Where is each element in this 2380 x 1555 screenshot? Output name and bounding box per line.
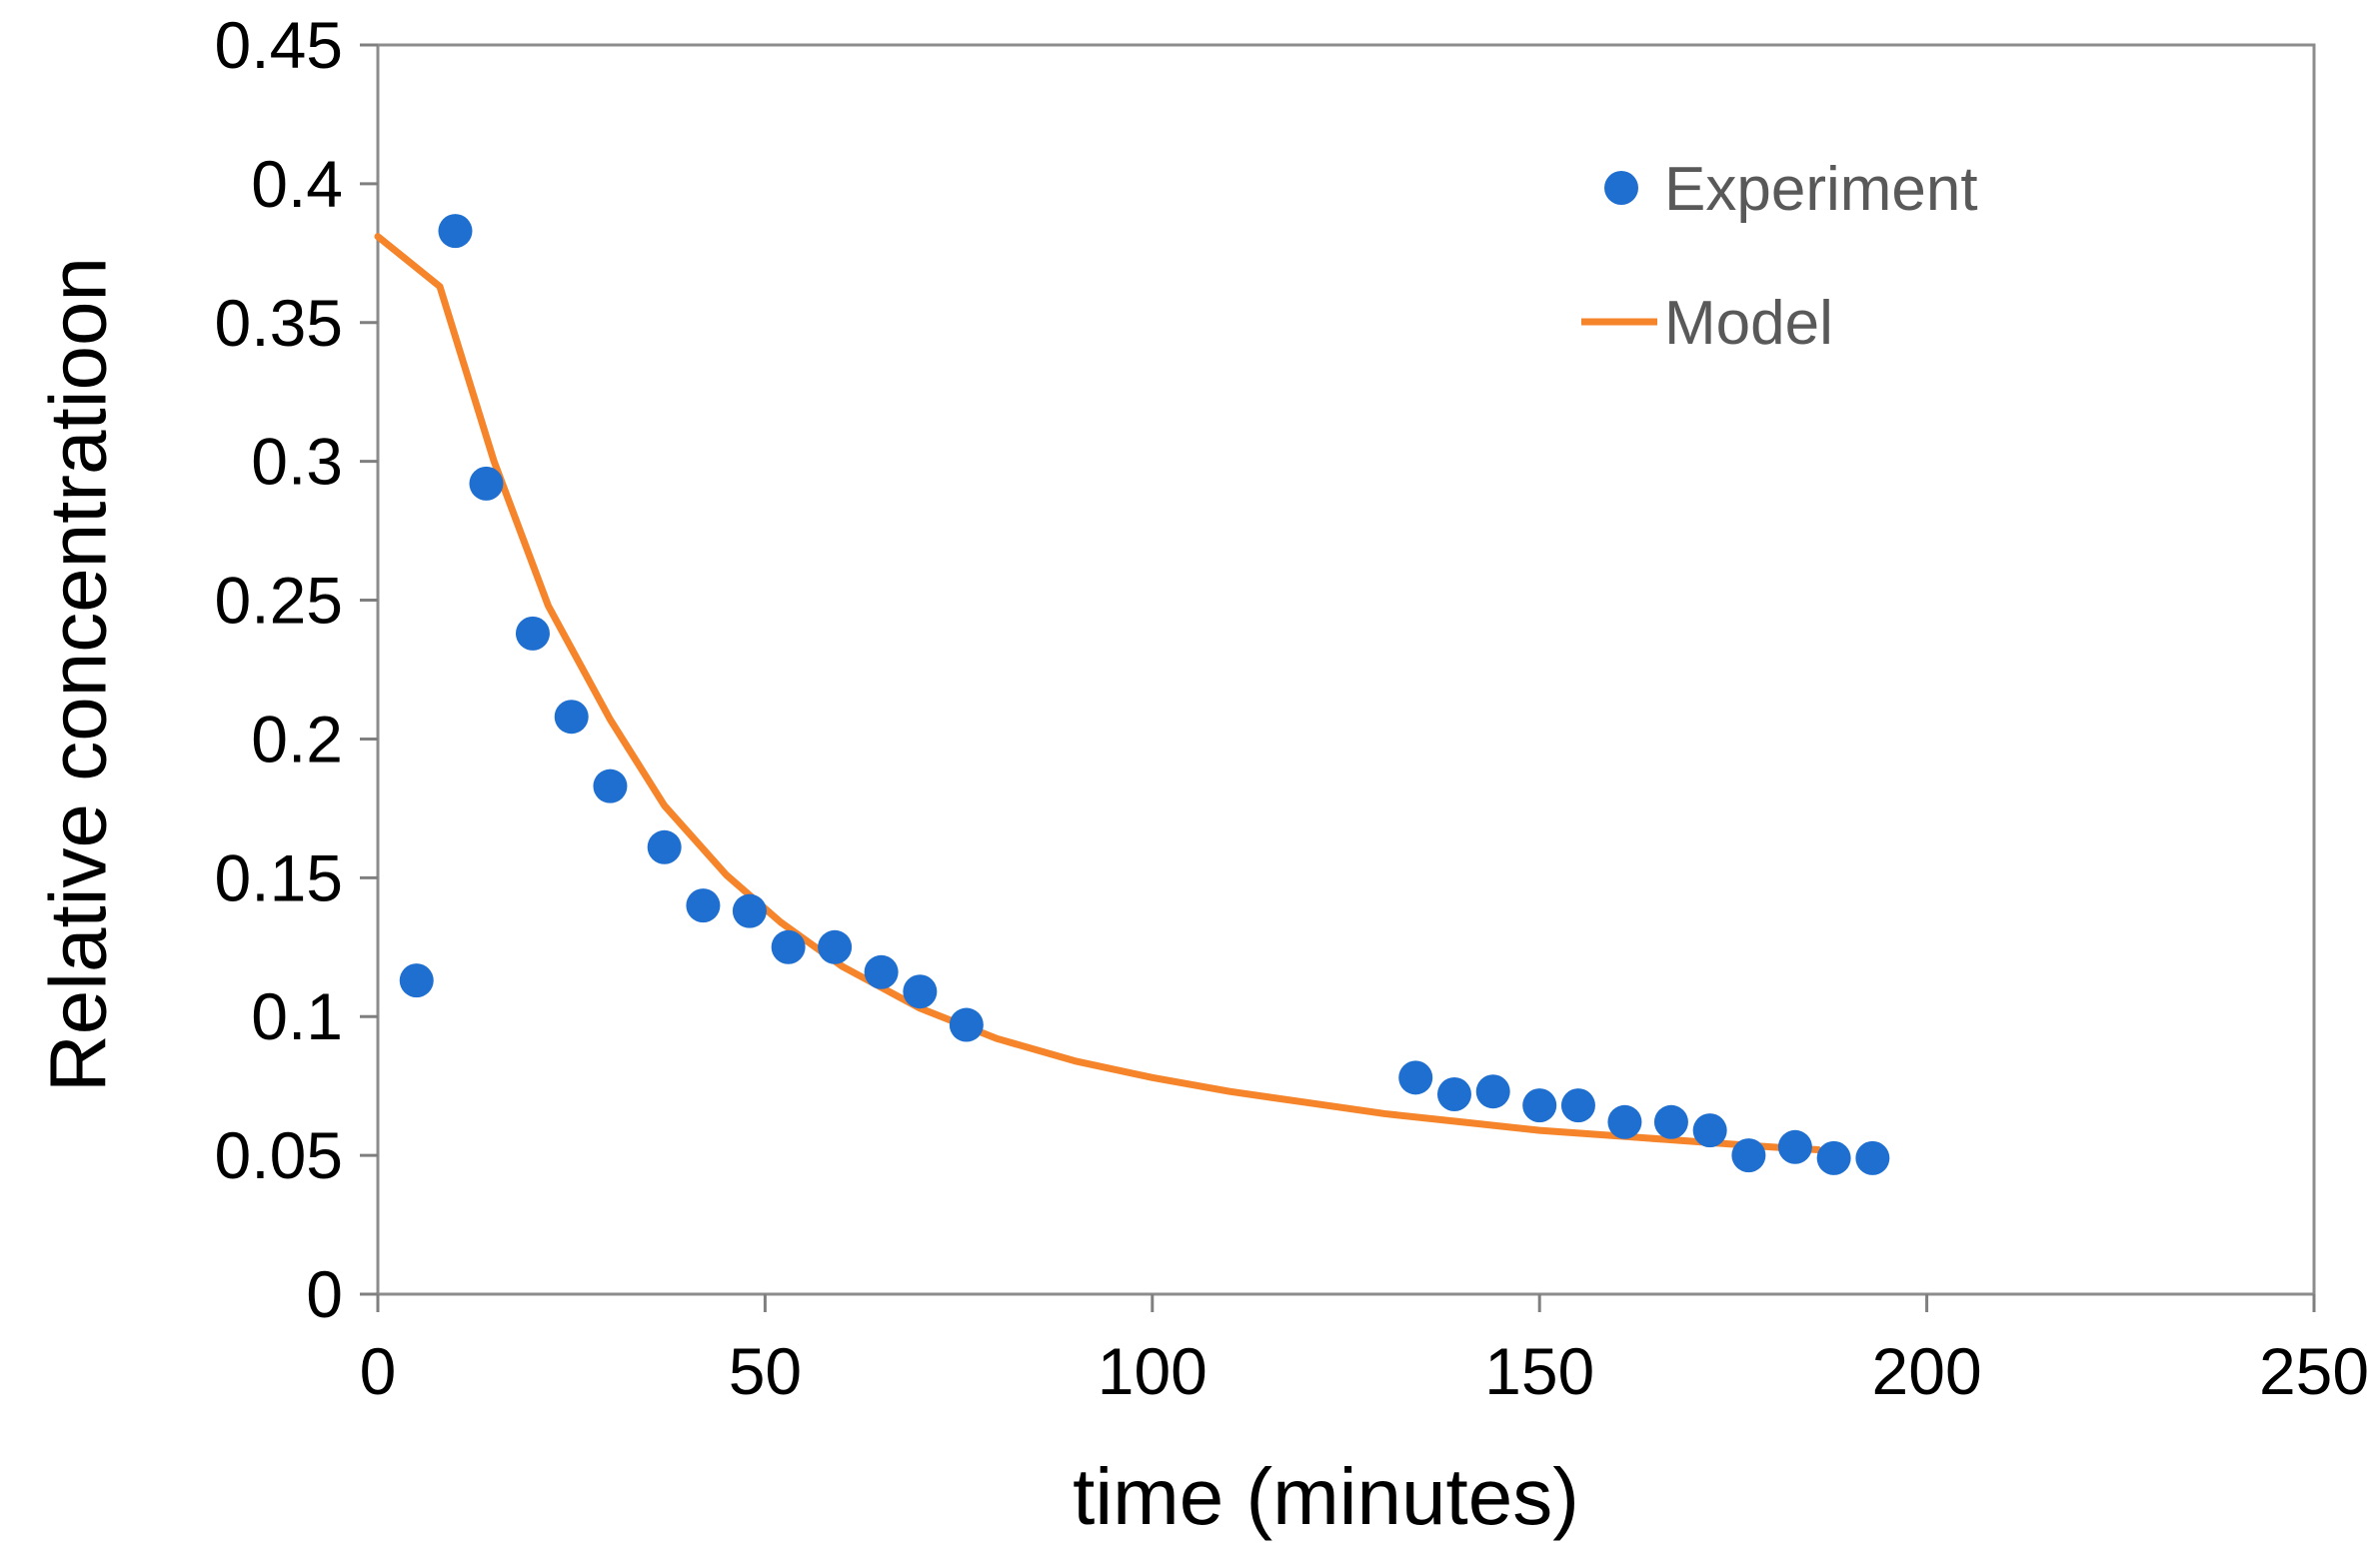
plot-frame — [376, 43, 2316, 1296]
experiment-point — [1777, 1129, 1812, 1164]
y-axis-ticks: 0 0.05 0.1 0.15 0.2 0.25 0.3 0.35 0.4 0.45 — [215, 8, 378, 1331]
legend-experiment-marker — [1604, 171, 1638, 205]
experiment-point — [647, 829, 682, 864]
experiment-series — [399, 214, 1890, 1175]
experiment-point — [903, 974, 938, 1009]
x-axis-title: time (minutes) — [1073, 1452, 1579, 1541]
experiment-point — [469, 466, 504, 501]
y-tick-label: 0.1 — [251, 979, 343, 1053]
y-tick-label: 0 — [306, 1257, 343, 1331]
model-line — [374, 233, 1822, 1154]
experiment-point — [438, 214, 473, 249]
experiment-point — [1398, 1060, 1433, 1095]
experiment-point — [554, 700, 589, 735]
experiment-point — [732, 893, 767, 928]
experiment-point — [399, 963, 434, 998]
y-axis-title: Relative concentratioon — [34, 257, 123, 1092]
y-tick-label: 0.15 — [215, 840, 343, 914]
experiment-point — [1475, 1074, 1510, 1109]
y-tick-label: 0.4 — [251, 147, 343, 221]
experiment-point — [818, 929, 853, 964]
y-tick-label: 0.3 — [251, 425, 343, 499]
experiment-point — [1522, 1088, 1557, 1123]
y-tick-label: 0.35 — [215, 286, 343, 360]
experiment-point — [1560, 1088, 1595, 1123]
y-tick-label: 0.25 — [215, 564, 343, 638]
x-tick-label: 250 — [2259, 1334, 2369, 1408]
experiment-point — [864, 954, 899, 989]
x-tick-label: 0 — [360, 1334, 397, 1408]
experiment-point — [1436, 1077, 1471, 1111]
experiment-point — [515, 616, 550, 651]
experiment-point — [686, 888, 721, 923]
experiment-point — [1653, 1104, 1688, 1139]
experiment-point — [1855, 1140, 1890, 1175]
experiment-point — [949, 1007, 984, 1042]
model-series — [374, 233, 1822, 1154]
x-tick-label: 150 — [1484, 1334, 1594, 1408]
experiment-point — [1816, 1140, 1851, 1175]
x-tick-label: 200 — [1872, 1334, 1982, 1408]
experiment-point — [593, 769, 628, 803]
experiment-point — [1692, 1113, 1727, 1148]
y-tick-label: 0.2 — [251, 702, 343, 776]
legend-model-label: Model — [1664, 289, 1833, 358]
experiment-point — [771, 929, 806, 964]
legend: Experiment Model — [1581, 155, 1978, 358]
experiment-point — [1607, 1104, 1642, 1139]
y-tick-label: 0.05 — [215, 1118, 343, 1192]
experiment-point — [1731, 1138, 1766, 1173]
y-tick-label: 0.45 — [215, 8, 343, 82]
legend-experiment-label: Experiment — [1664, 155, 1978, 224]
x-tick-label: 50 — [729, 1334, 802, 1408]
x-axis-ticks: 0 50 100 150 200 250 — [360, 1294, 2369, 1408]
x-tick-label: 100 — [1098, 1334, 1207, 1408]
